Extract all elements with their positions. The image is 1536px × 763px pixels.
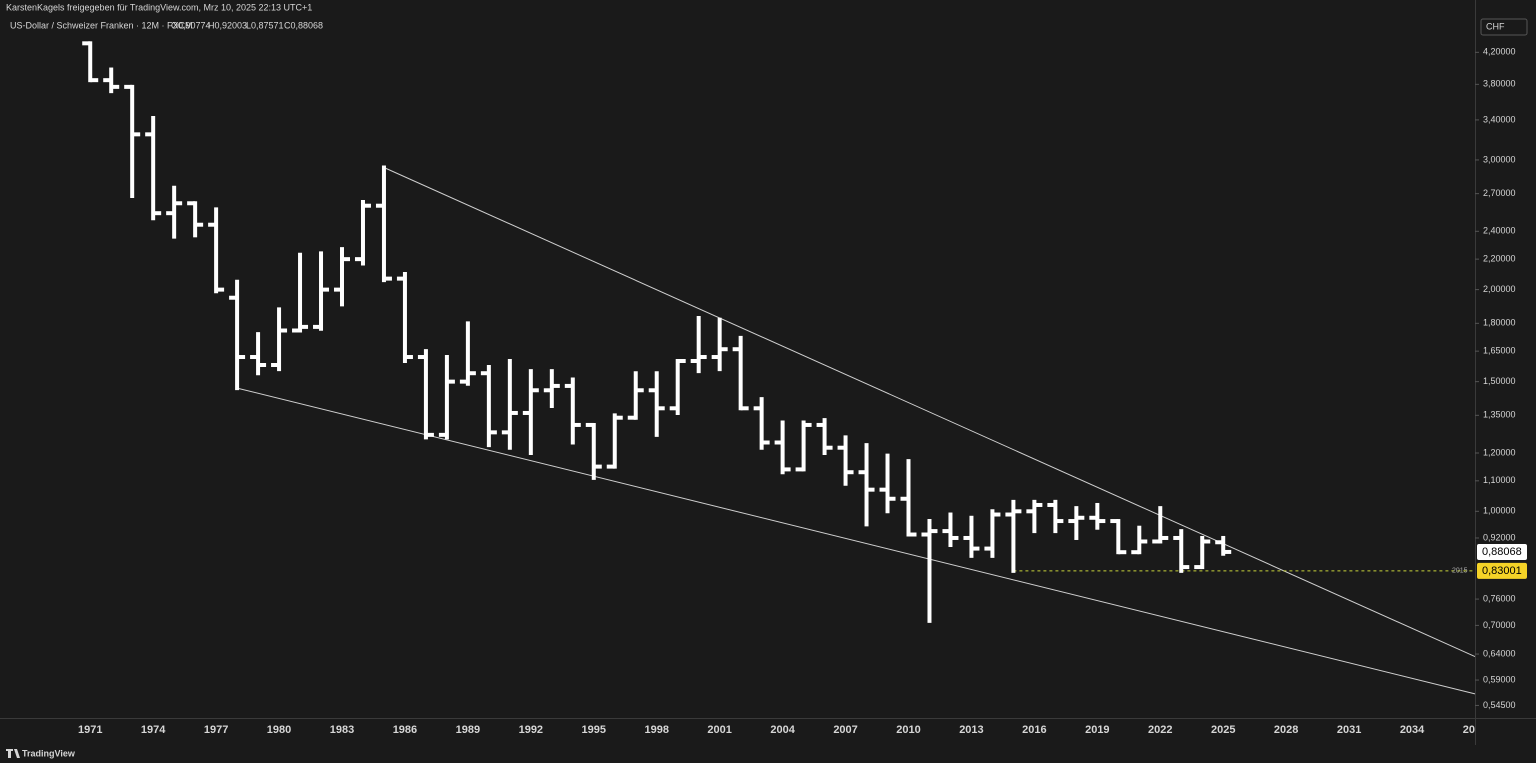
y-tick-label: 3,80000	[1483, 79, 1516, 89]
x-tick-label: 1980	[267, 724, 291, 736]
x-tick-label: 2004	[770, 724, 795, 736]
brand: TradingView	[22, 748, 76, 758]
y-tick-label: 1,65000	[1483, 346, 1516, 356]
y-tick-label: 3,40000	[1483, 114, 1516, 124]
x-tick-label: 1989	[456, 724, 480, 736]
y-tick-label: 3,00000	[1483, 154, 1516, 164]
y-tick-label: 2,20000	[1483, 254, 1516, 264]
y-tick-label: 1,80000	[1483, 318, 1516, 328]
y-tick-label: 0,59000	[1483, 674, 1516, 684]
y-tick-label: 0,54500	[1483, 700, 1516, 710]
x-tick-label: 2028	[1274, 724, 1298, 736]
currency[interactable]: CHF	[1486, 21, 1505, 31]
y-tick-label: 0,64000	[1483, 648, 1516, 658]
y-tick-label: 2,00000	[1483, 284, 1516, 294]
trendline	[236, 387, 1476, 695]
axis-layer: 4,20000 3,80000 3,40000 3,00000 2,70000 2,400…	[1475, 47, 1527, 710]
hline-price-label: 0,83001	[1482, 565, 1522, 577]
x-tick-label: 2001	[707, 724, 731, 736]
x-tick-label: 2007	[833, 724, 857, 736]
x-tick-label: 1986	[393, 724, 417, 736]
chart-title: US-Dollar / Schweizer Franken · 12M · FX…	[10, 20, 193, 30]
legend-close: C0,88068	[284, 20, 323, 30]
last-price-box	[1477, 543, 1527, 560]
x-tick-label: 1971	[78, 724, 102, 736]
x-tick-label: 2022	[1148, 724, 1172, 736]
plot-area: 1971 1974 1977 1980 1983 1986 1989 1992 1995 1998…	[78, 41, 1487, 736]
legend-high: H0,92003	[208, 20, 247, 30]
legend-open: O0,90774	[171, 20, 211, 30]
x-tick-label: 2010	[896, 724, 920, 736]
x-tick-label: 1995	[582, 724, 606, 736]
y-tick-label: 1,10000	[1483, 475, 1516, 485]
y-tick-label: 2,70000	[1483, 188, 1516, 198]
y-tick-label: 0,76000	[1483, 593, 1516, 603]
brand-logo	[6, 749, 20, 758]
y-tick-label: 2,40000	[1483, 226, 1516, 236]
x-tick-label: 1977	[204, 724, 228, 736]
price-axis-panel	[1475, 0, 1536, 763]
x-tick-label: 2019	[1085, 724, 1109, 736]
x-tick-label: 1998	[644, 724, 668, 736]
y-tick-label: 1,35000	[1483, 410, 1516, 420]
x-tick-label: 1992	[519, 724, 543, 736]
x-tick-label: 2013	[959, 724, 983, 736]
currency-box[interactable]	[1480, 18, 1528, 36]
horizontal-line-note: 2015	[1452, 568, 1468, 575]
attribution: KarstenKagels freigegeben für TradingVie…	[6, 2, 312, 12]
last-price-label: 0,88068	[1482, 546, 1522, 558]
y-tick-label: 0,92000	[1483, 532, 1516, 542]
x-tick-label: 2034	[1400, 724, 1425, 736]
x-tick-label: 2016	[1022, 724, 1046, 736]
x-tick-label: 1983	[330, 724, 354, 736]
legend-low: L0,87571	[246, 20, 284, 30]
x-tick-label: 1974	[141, 724, 166, 736]
y-tick-label: 4,20000	[1483, 47, 1516, 57]
y-tick-label: 1,00000	[1483, 506, 1516, 516]
trendline	[383, 167, 1476, 658]
y-tick-label: 0,70000	[1483, 620, 1516, 630]
hline-price-box	[1477, 562, 1527, 579]
x-tick-label: 2031	[1337, 724, 1361, 736]
y-tick-label: 1,50000	[1483, 376, 1516, 386]
x-tick-label: 2025	[1211, 724, 1235, 736]
y-tick-label: 1,20000	[1483, 447, 1516, 457]
